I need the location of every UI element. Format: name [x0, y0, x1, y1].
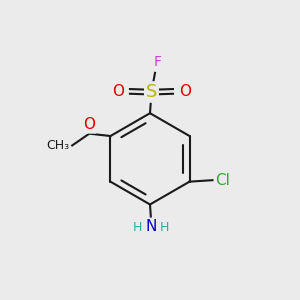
Text: H: H	[133, 221, 142, 234]
Text: H: H	[160, 221, 169, 234]
Text: O: O	[112, 84, 124, 99]
Text: O: O	[179, 84, 191, 99]
Text: CH₃: CH₃	[46, 139, 69, 152]
Text: O: O	[83, 117, 95, 132]
Text: F: F	[153, 55, 161, 69]
Text: Cl: Cl	[215, 173, 230, 188]
Text: N: N	[146, 219, 157, 234]
Text: S: S	[146, 83, 157, 101]
